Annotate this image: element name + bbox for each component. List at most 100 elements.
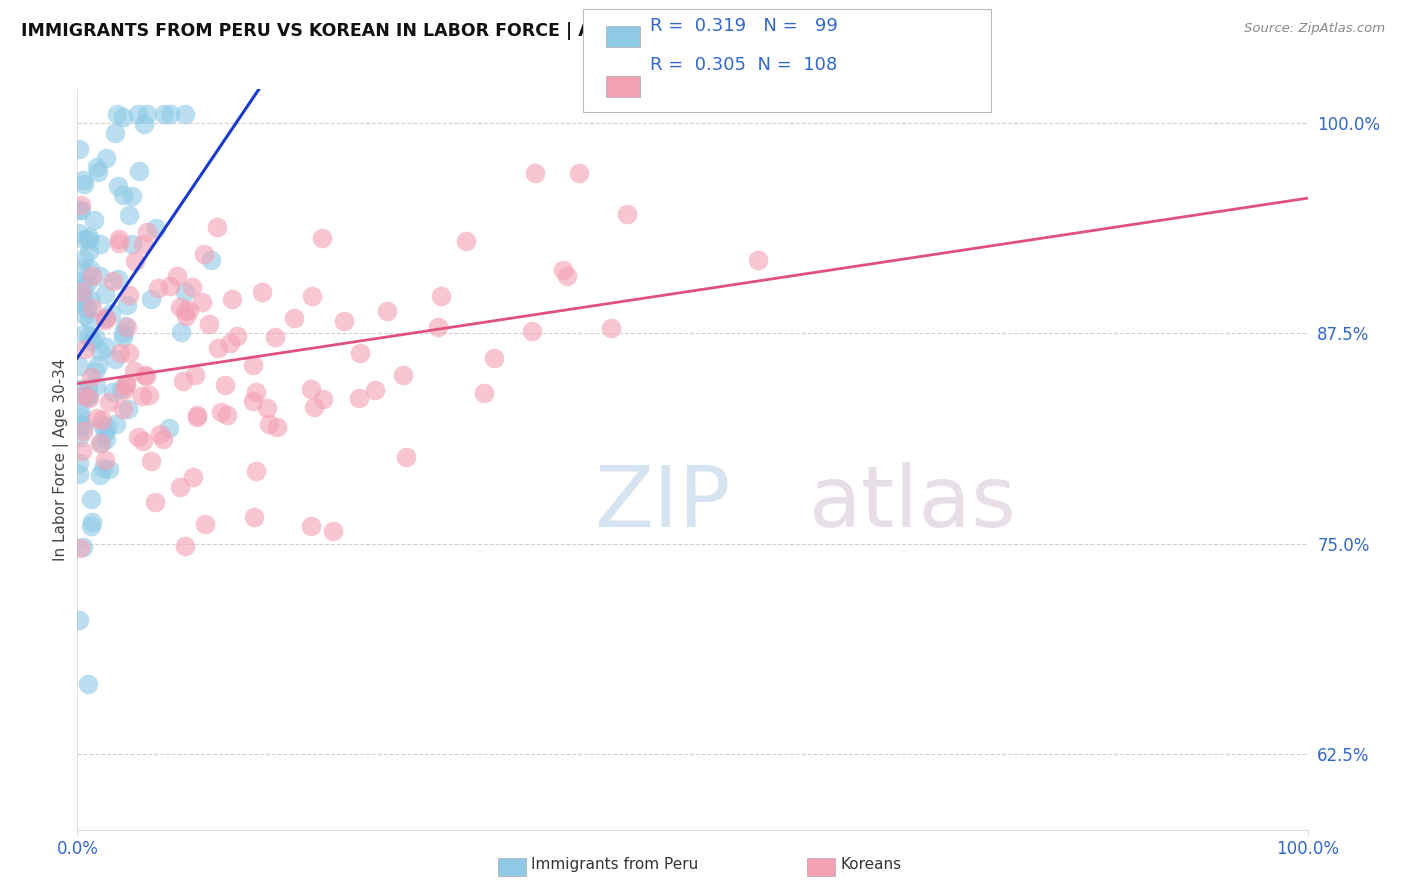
Point: [266, 420, 288, 434]
Point: [207, 341, 229, 355]
Point: [104, 417, 127, 432]
Point: [115, 377, 138, 392]
Point: [72, 252, 94, 266]
Point: [107, 232, 129, 246]
Point: [77, 389, 100, 403]
Point: [73, 232, 96, 246]
Y-axis label: In Labor Force | Age 30-34: In Labor Force | Age 30-34: [53, 358, 69, 561]
Point: [70, 274, 93, 288]
Point: [67, 430, 90, 444]
Point: [94, 432, 117, 446]
Point: [107, 107, 129, 121]
Point: [264, 330, 287, 344]
Point: [86, 410, 108, 425]
Point: [256, 401, 278, 416]
Point: [124, 254, 146, 268]
Point: [83, 213, 105, 227]
Point: [89, 268, 111, 283]
Point: [322, 524, 344, 538]
Point: [375, 303, 398, 318]
Point: [132, 434, 155, 448]
Point: [79, 261, 101, 276]
Point: [568, 166, 591, 180]
Point: [111, 188, 134, 202]
Point: [111, 330, 134, 344]
Point: [111, 401, 134, 416]
Point: [482, 351, 505, 365]
Point: [257, 417, 280, 432]
Point: [70, 293, 93, 307]
Point: [72, 177, 94, 191]
Point: [112, 110, 135, 124]
Point: [118, 208, 141, 222]
Point: [283, 310, 305, 325]
Text: ZIP: ZIP: [595, 462, 731, 545]
Point: [149, 427, 172, 442]
Point: [174, 303, 197, 318]
Point: [69, 417, 91, 432]
Point: [145, 221, 167, 235]
Point: [333, 314, 356, 328]
Point: [245, 384, 267, 399]
Point: [114, 377, 136, 392]
Point: [242, 359, 264, 373]
Point: [221, 292, 243, 306]
Point: [76, 276, 98, 290]
Point: [80, 301, 103, 315]
Point: [73, 278, 96, 293]
Point: [132, 236, 155, 251]
Text: atlas: atlas: [810, 462, 1018, 545]
Point: [427, 320, 450, 334]
Point: [205, 220, 228, 235]
Point: [115, 319, 138, 334]
Point: [77, 244, 100, 259]
Point: [555, 269, 578, 284]
Point: [69, 541, 91, 556]
Point: [242, 394, 264, 409]
Point: [91, 413, 114, 427]
Point: [80, 293, 103, 308]
Point: [72, 424, 94, 438]
Point: [127, 430, 149, 444]
Point: [217, 408, 239, 422]
Point: [138, 388, 160, 402]
Point: [181, 470, 204, 484]
Point: [166, 268, 188, 283]
Point: [110, 383, 132, 397]
Point: [143, 495, 166, 509]
Point: [89, 344, 111, 359]
Point: [194, 516, 217, 531]
Point: [101, 384, 124, 399]
Point: [302, 400, 325, 414]
Point: [67, 142, 90, 156]
Point: [67, 359, 90, 373]
Point: [184, 368, 207, 382]
Point: [94, 340, 117, 354]
Point: [395, 450, 418, 465]
Point: [86, 161, 108, 175]
Point: [72, 327, 94, 342]
Point: [77, 380, 100, 394]
Point: [80, 515, 103, 529]
Point: [117, 288, 139, 302]
Point: [311, 392, 333, 406]
Point: [87, 165, 110, 179]
Point: [87, 358, 110, 372]
Point: [311, 231, 333, 245]
Point: [96, 420, 118, 434]
Point: [141, 292, 163, 306]
Point: [89, 237, 111, 252]
Point: [94, 311, 117, 326]
Point: [67, 613, 90, 627]
Point: [70, 203, 93, 218]
Point: [89, 467, 111, 482]
Point: [122, 364, 145, 378]
Point: [159, 279, 181, 293]
Point: [70, 285, 93, 300]
Point: [170, 325, 193, 339]
Point: [169, 300, 191, 314]
Point: [191, 295, 214, 310]
Point: [551, 263, 574, 277]
Point: [94, 425, 117, 439]
Point: [73, 292, 96, 306]
